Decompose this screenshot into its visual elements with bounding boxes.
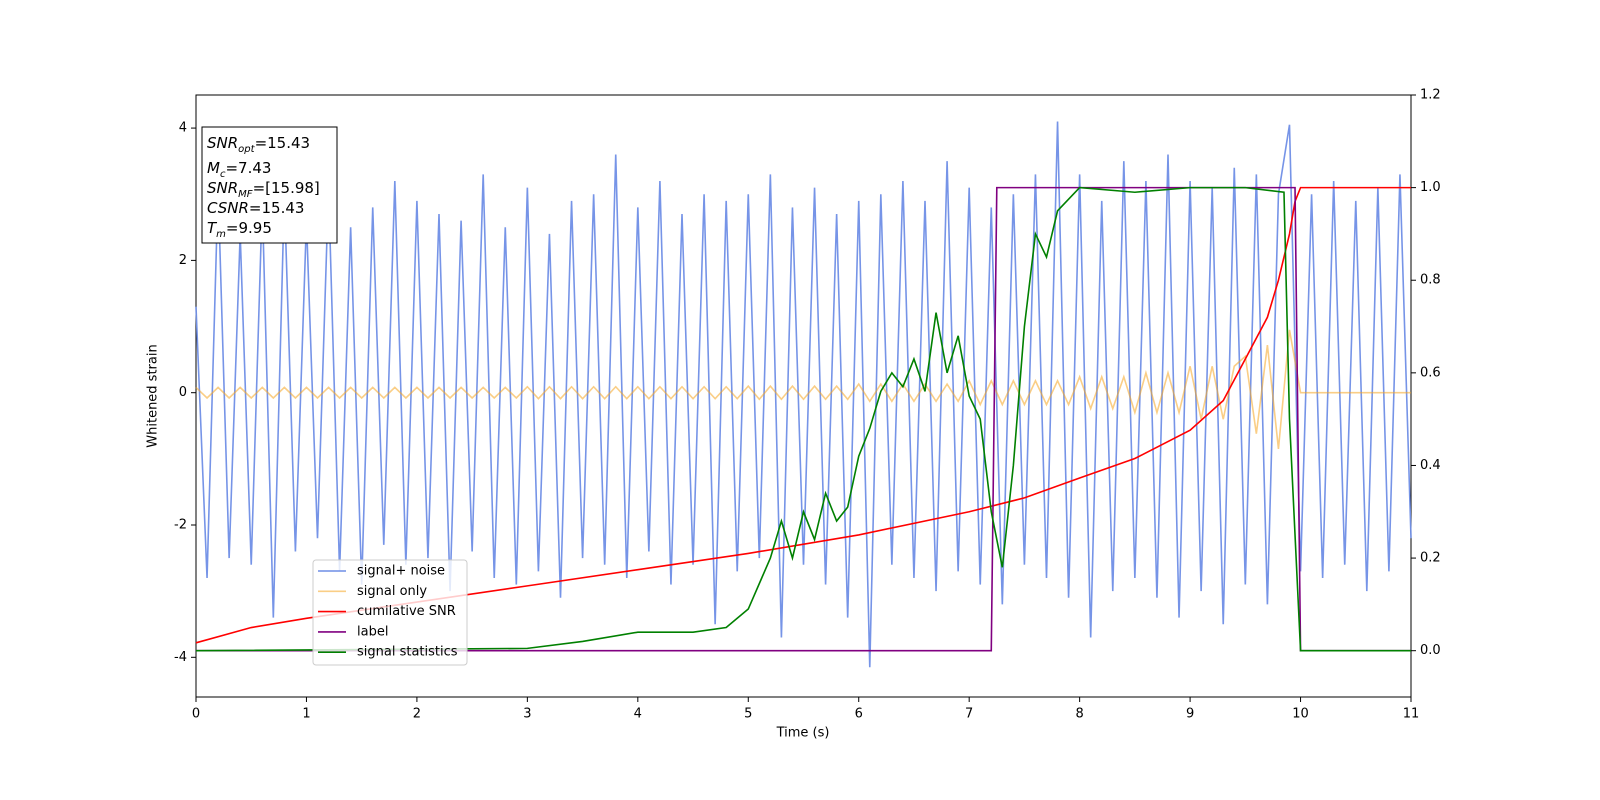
annotation-sub: MF (238, 189, 253, 200)
series-line (195, 186, 1411, 652)
annotation-box (201, 126, 338, 244)
x-axis-label: Time (s) (776, 726, 830, 741)
x-tick-label: 0 (192, 707, 200, 722)
plot-frame (195, 94, 1412, 698)
y-tick-label: 2 (179, 253, 187, 268)
x-tick-label: 7 (965, 707, 973, 722)
y-axis-label: Whitened strain (146, 344, 161, 447)
y2-tick-label: 1.2 (1420, 88, 1441, 103)
x-tick-label: 2 (413, 707, 421, 722)
x-tick-label: 8 (1075, 707, 1083, 722)
y2-tick-label: 0.6 (1420, 365, 1441, 380)
series-line (195, 121, 1412, 668)
y2-tick-label: 0.0 (1420, 643, 1441, 658)
y2-tick-label: 0.2 (1420, 551, 1441, 566)
x-tick-label: 5 (744, 707, 752, 722)
annotation-text: =7.43 (225, 159, 271, 177)
x-tick-label: 9 (1186, 707, 1194, 722)
y2-tick-label: 1.0 (1420, 180, 1441, 195)
annotation-var: T (207, 219, 218, 237)
y-tick-label: 0 (179, 385, 187, 400)
y-tick-label: 4 (179, 121, 187, 136)
y2-tick-label: 0.4 (1420, 458, 1441, 473)
annotation-text: =15.43 (249, 199, 305, 217)
y-tick-label: -4 (174, 650, 187, 665)
legend-label: signal+ noise (357, 564, 445, 579)
annotation-text: =15.43 (255, 134, 311, 152)
series-line (195, 329, 1411, 450)
x-tick-label: 6 (855, 707, 863, 722)
annotation: SNRopt=15.43 (207, 134, 310, 155)
annotation-var: CSNR (207, 199, 249, 217)
x-tick-label: 4 (634, 707, 642, 722)
annotation: Mc=7.43 (207, 159, 271, 180)
annotation: SNRMF=[15.98] (207, 179, 320, 200)
legend-label: label (357, 624, 388, 639)
legend-label: cumilative SNR (357, 604, 456, 619)
annotation-var: SNR (207, 179, 238, 197)
annotation: Tm=9.95 (207, 219, 272, 240)
y-tick-label: -2 (174, 518, 187, 533)
annotation-var: SNR (207, 134, 238, 152)
annotation: CSNR=15.43 (207, 199, 304, 217)
legend-label: signal statistics (357, 645, 458, 660)
annotation-sub: opt (238, 144, 255, 155)
x-tick-label: 10 (1292, 707, 1309, 722)
legend-label: signal only (357, 584, 427, 599)
x-tick-label: 11 (1403, 707, 1420, 722)
annotation-text: =[15.98] (253, 179, 320, 197)
legend-box (312, 559, 468, 666)
annotation-sub: c (220, 169, 226, 180)
x-tick-label: 1 (302, 707, 310, 722)
annotation-var: M (207, 159, 220, 177)
annotation-sub: m (216, 229, 226, 240)
x-tick-label: 3 (523, 707, 531, 722)
annotation-text: =9.95 (226, 219, 272, 237)
y2-tick-label: 0.8 (1420, 273, 1441, 288)
